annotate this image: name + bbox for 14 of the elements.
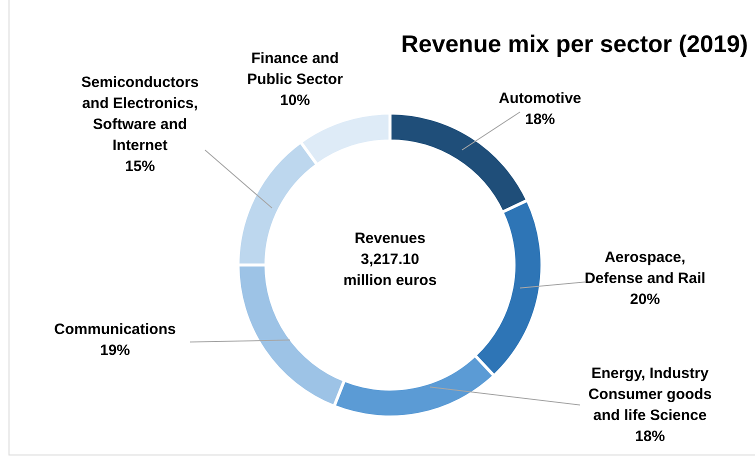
data-label: 10% xyxy=(280,92,310,109)
slice-label: Aerospace, Defense and Rail xyxy=(584,249,706,287)
slice-label: Communications xyxy=(54,321,176,338)
data-label: 20% xyxy=(630,291,660,308)
data-label: 18% xyxy=(634,428,666,445)
text: Revenues 3,217.10 million euros xyxy=(343,230,437,289)
data-label: 15% xyxy=(124,158,156,175)
chart-title: Revenue mix per sector (2019) xyxy=(401,31,748,58)
slice-label: Finance and Public Sector xyxy=(247,50,344,88)
data-label: 19% xyxy=(100,342,130,359)
slice-label: Automotive xyxy=(498,90,582,107)
slice-label: Energy, Industry Consumer goods and life Science xyxy=(588,365,712,424)
data-label: 18% xyxy=(524,111,556,128)
slice-label: Semiconductors and Electronics, Software and Internet xyxy=(81,74,199,154)
